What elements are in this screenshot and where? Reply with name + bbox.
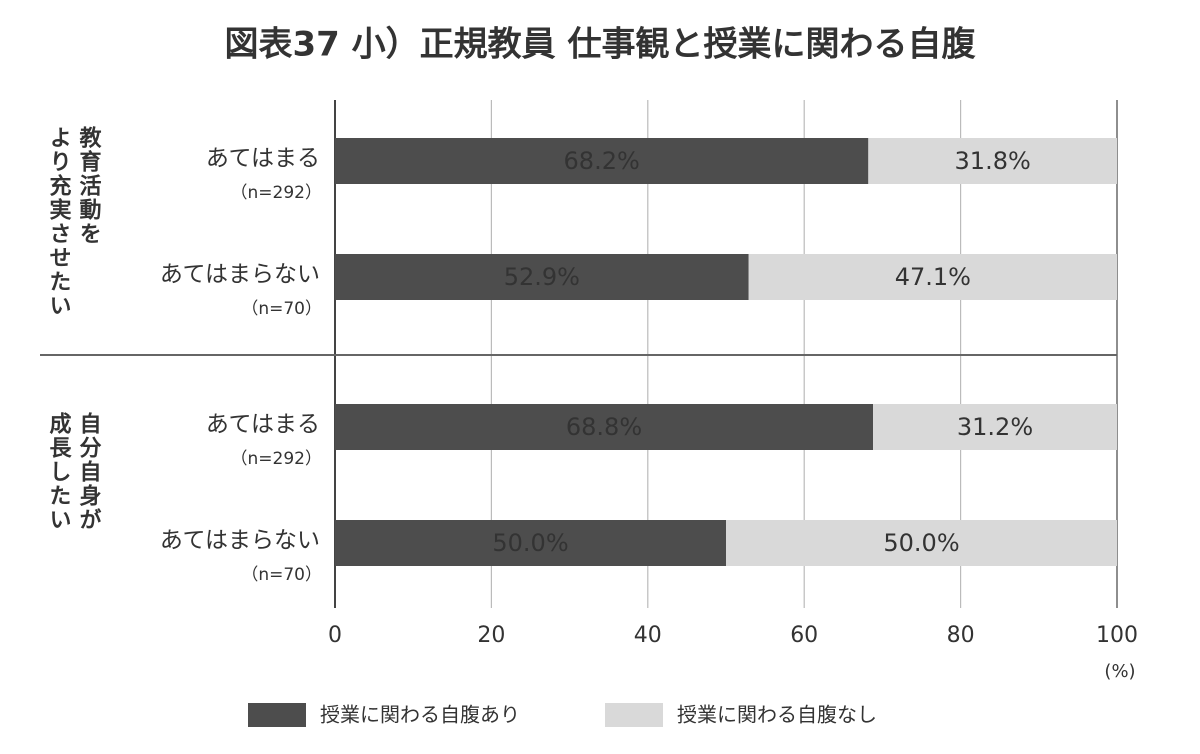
group-label: 成長したい xyxy=(46,412,72,532)
x-tick-label: 60 xyxy=(790,623,818,648)
bar-segment xyxy=(335,520,726,566)
legend-label: 授業に関わる自腹なし xyxy=(677,703,877,727)
value-label: 50.0% xyxy=(883,529,959,557)
value-label: 68.8% xyxy=(566,413,642,441)
value-label: 31.8% xyxy=(955,147,1031,175)
value-label: 68.2% xyxy=(564,147,640,175)
group-label: 教育活動を xyxy=(76,125,102,246)
category-label: あてはまらない xyxy=(160,528,320,554)
value-label: 52.9% xyxy=(504,263,580,291)
value-label: 47.1% xyxy=(895,263,971,291)
bar-segment xyxy=(726,520,1117,566)
value-label: 50.0% xyxy=(492,529,568,557)
category-label: あてはまる xyxy=(206,146,320,172)
bar-segment xyxy=(873,404,1117,450)
category-label: あてはまらない xyxy=(160,262,320,288)
sample-size: （n=70） xyxy=(241,565,322,585)
x-unit: (%) xyxy=(1104,661,1135,682)
legend-swatch xyxy=(605,703,663,727)
x-tick-label: 0 xyxy=(328,623,342,648)
chart-title: 図表37 小）正規教員 仕事観と授業に関わる自腹 xyxy=(225,25,977,65)
group-label: より充実させたい xyxy=(46,126,72,318)
value-label: 31.2% xyxy=(957,413,1033,441)
sample-size: （n=70） xyxy=(241,299,322,319)
sample-size: （n=292） xyxy=(231,183,322,203)
group-label: 自分自身が xyxy=(76,411,102,532)
legend-label: 授業に関わる自腹あり xyxy=(320,703,520,727)
category-label: あてはまる xyxy=(206,412,320,438)
x-tick-label: 100 xyxy=(1096,623,1138,648)
bar-segment xyxy=(748,254,1117,300)
x-tick-label: 20 xyxy=(477,623,505,648)
legend-swatch xyxy=(248,703,306,727)
bar-segment xyxy=(868,138,1117,184)
x-tick-label: 80 xyxy=(947,623,975,648)
bar-segment xyxy=(335,254,749,300)
bar-segment xyxy=(335,138,869,184)
sample-size: （n=292） xyxy=(231,449,322,469)
bar-segment xyxy=(335,404,874,450)
x-tick-label: 40 xyxy=(634,623,662,648)
